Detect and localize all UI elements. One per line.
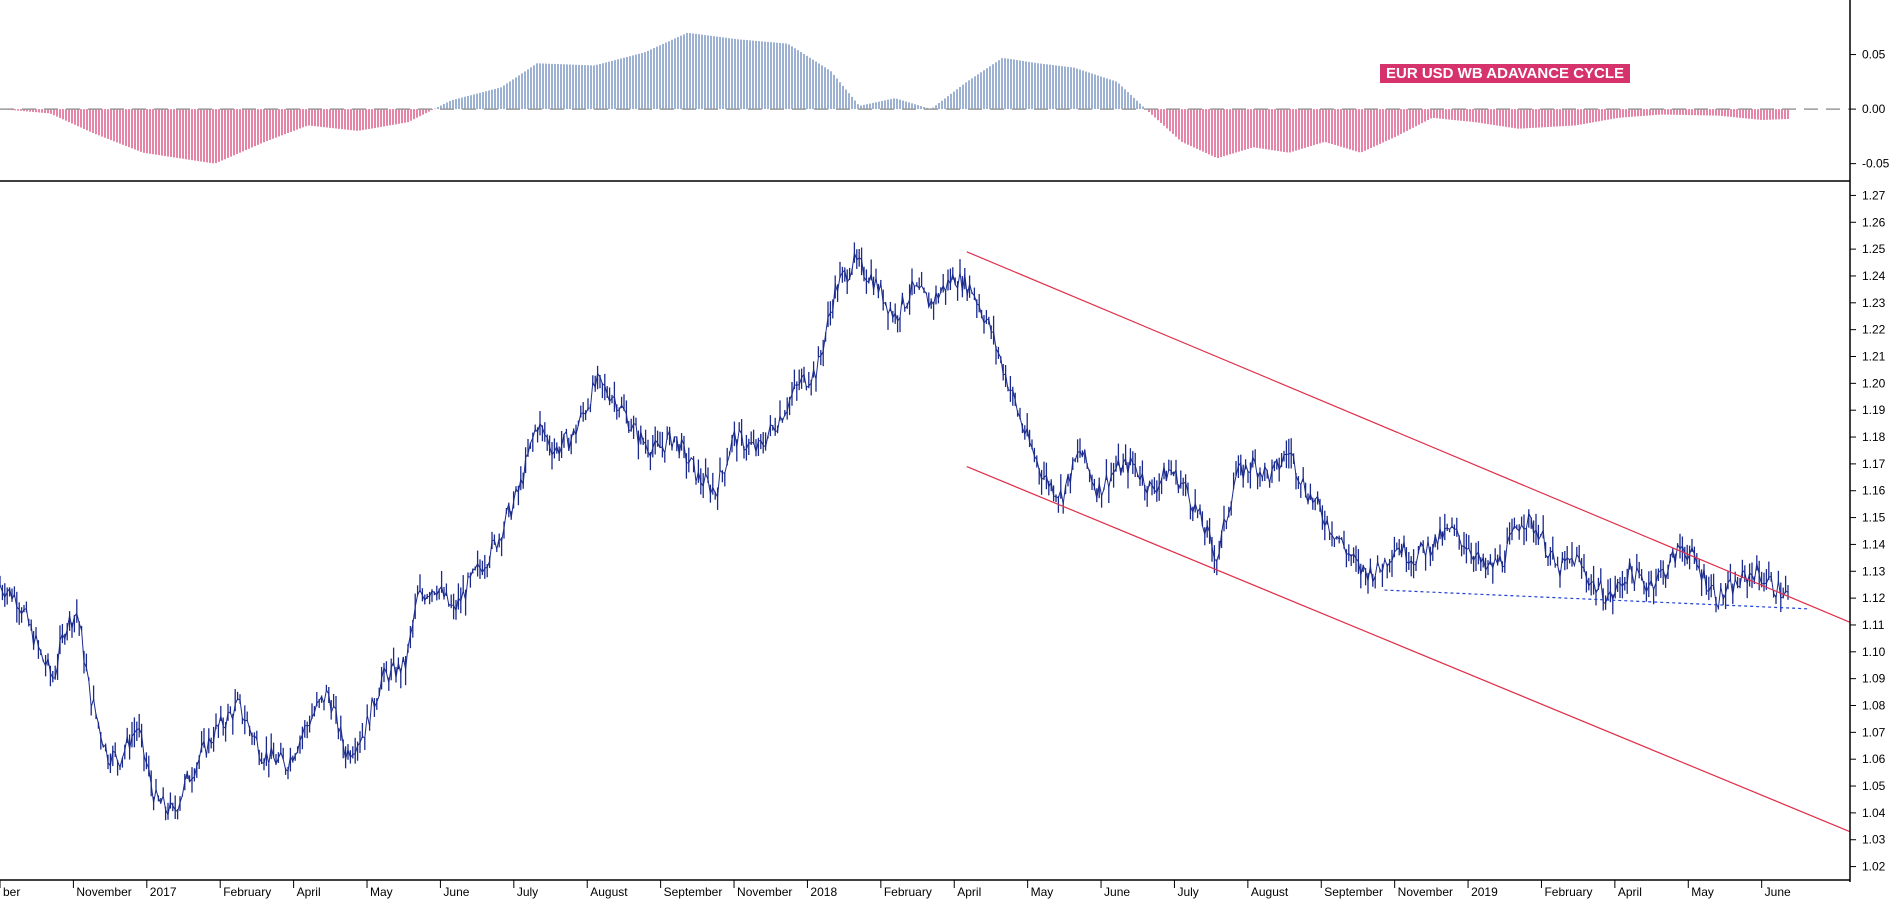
month-label: February (223, 885, 271, 899)
month-label: July (517, 885, 538, 899)
month-label: May (370, 885, 393, 899)
price-tick-label: 1.15 (1862, 511, 1886, 525)
price-tick-label: 1.19 (1862, 403, 1886, 417)
price-tick-label: 1.07 (1862, 725, 1886, 739)
price-tick-label: 1.17 (1862, 457, 1886, 471)
month-label: April (297, 885, 321, 899)
month-label: September (1324, 885, 1383, 899)
price-panel (0, 242, 1851, 833)
month-label: July (1177, 885, 1198, 899)
month-label: 2017 (150, 885, 177, 899)
price-tick-label: 1.18 (1862, 430, 1886, 444)
osc-tick-label: -0.05 (1862, 157, 1890, 171)
month-label: April (1618, 885, 1642, 899)
month-label: February (1544, 885, 1592, 899)
channel-upper-line (966, 251, 1851, 623)
cycle-title-label: EUR USD WB ADAVANCE CYCLE (1380, 64, 1631, 83)
price-tick-label: 1.23 (1862, 296, 1886, 310)
price-tick-label: 1.02 (1862, 860, 1886, 874)
price-tick-label: 1.12 (1862, 591, 1886, 605)
price-tick-label: 1.06 (1862, 752, 1886, 766)
month-label: May (1691, 885, 1714, 899)
price-tick-label: 1.09 (1862, 672, 1886, 686)
price-tick-label: 1.14 (1862, 537, 1886, 551)
channel-lower-line (966, 466, 1851, 833)
price-tick-label: 1.05 (1862, 779, 1886, 793)
price-tick-label: 1.08 (1862, 699, 1886, 713)
cycle-oscillator-panel: 0.05 0.00 -0.05 (0, 32, 1890, 182)
price-tick-label: 1.26 (1862, 215, 1886, 229)
month-label: 2019 (1471, 885, 1498, 899)
month-label: November (737, 885, 792, 899)
price-tick-label: 1.24 (1862, 269, 1886, 283)
month-label: February (884, 885, 932, 899)
price-tick-label: 1.10 (1862, 645, 1886, 659)
month-label: 2018 (810, 885, 837, 899)
support-line (1384, 589, 1809, 610)
price-tick-label: 1.20 (1862, 376, 1886, 390)
price-tick-label: 1.04 (1862, 806, 1886, 820)
price-tick-label: 1.22 (1862, 323, 1886, 337)
price-tick-label: 1.16 (1862, 484, 1886, 498)
price-tick-label: 1.25 (1862, 242, 1886, 256)
osc-tick-label: 0.00 (1862, 102, 1886, 116)
osc-tick-label: 0.05 (1862, 48, 1886, 62)
month-label: ber (3, 885, 20, 899)
month-label: November (76, 885, 131, 899)
price-tick-label: 1.03 (1862, 833, 1886, 847)
month-label: August (590, 885, 628, 899)
month-label: November (1398, 885, 1453, 899)
month-label: June (443, 885, 469, 899)
month-label: May (1031, 885, 1054, 899)
month-label: August (1251, 885, 1289, 899)
price-tick-label: 1.11 (1862, 618, 1885, 632)
month-label: June (1765, 885, 1791, 899)
price-series-line (0, 252, 1789, 817)
month-label: June (1104, 885, 1130, 899)
price-tick-label: 1.27 (1862, 188, 1886, 202)
price-tick-label: 1.13 (1862, 564, 1886, 578)
price-tick-label: 1.21 (1862, 350, 1886, 364)
month-label: April (957, 885, 981, 899)
month-label: September (664, 885, 723, 899)
